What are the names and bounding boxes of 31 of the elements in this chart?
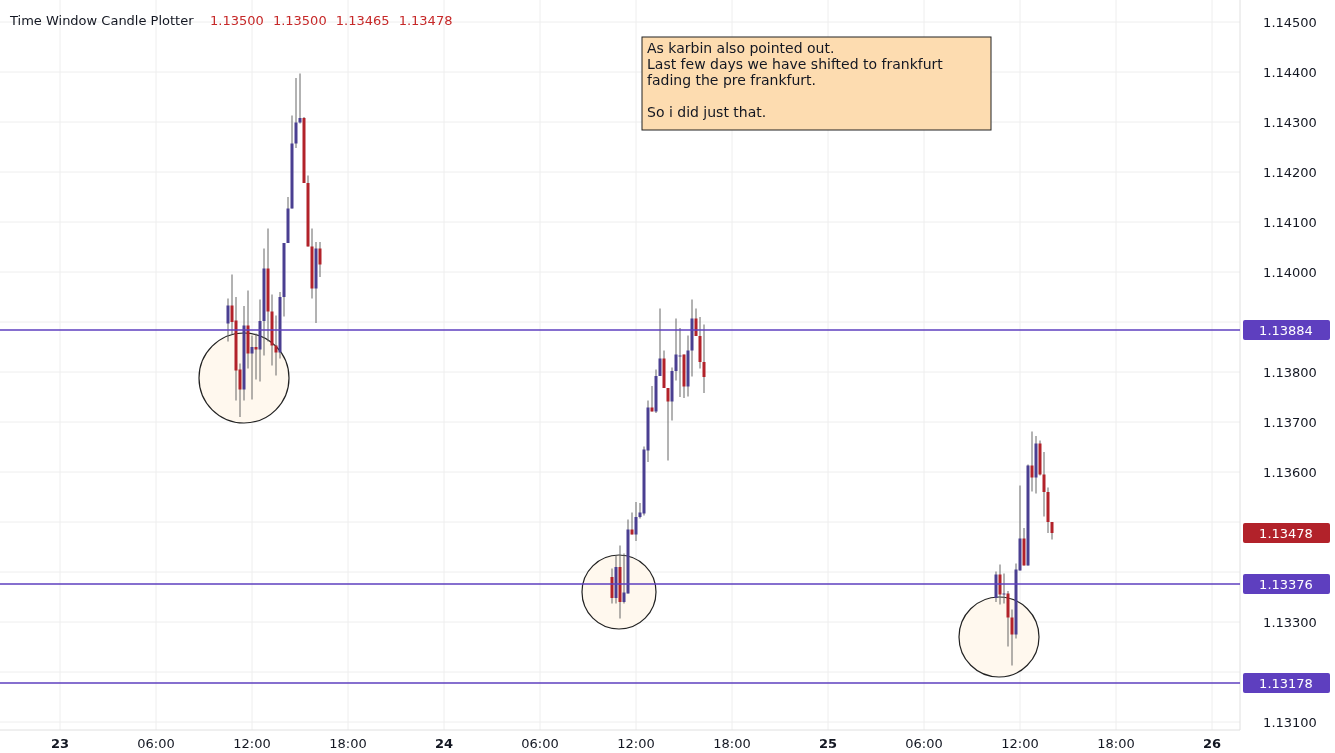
y-tick-label: 1.13300 — [1263, 615, 1317, 630]
y-tick-label: 1.13600 — [1263, 465, 1317, 480]
text: 1.13500 1.13500 1.13465 1.13478 — [210, 13, 453, 28]
x-tick-label: 06:00 — [521, 736, 559, 751]
ref-line-label: 1.13376 — [1259, 577, 1313, 592]
x-tick-label: 12:00 — [233, 736, 271, 751]
y-tick-label: 1.13700 — [1263, 415, 1317, 430]
x-tick-label: 18:00 — [329, 736, 367, 751]
ref-line-label: 1.13884 — [1259, 323, 1313, 338]
y-tick-label: 1.14300 — [1263, 115, 1317, 130]
y-tick-label: 1.14000 — [1263, 265, 1317, 280]
y-tick-label: 1.14200 — [1263, 165, 1317, 180]
text: 1.13478 — [1259, 526, 1313, 541]
x-tick-label: 06:00 — [137, 736, 175, 751]
ref-line-label: 1.13178 — [1259, 676, 1313, 691]
text: Time Window Candle Plotter — [9, 13, 195, 28]
x-tick-label: 24 — [434, 736, 454, 751]
annotation: As karbin also pointed out. Last few days we have shifted to frankfurt fading the pre frankfurt. So i did just that. — [647, 40, 944, 120]
x-tick-label: 18:00 — [1097, 736, 1135, 751]
y-tick-label: 1.14100 — [1263, 215, 1317, 230]
y-tick-label: 1.13100 — [1263, 715, 1317, 730]
x-tick-label: 23 — [50, 736, 70, 751]
x-tick-label: 25 — [818, 736, 838, 751]
x-tick-label: 12:00 — [1001, 736, 1039, 751]
y-tick-label: 1.14400 — [1263, 65, 1317, 80]
y-tick-label: 1.13800 — [1263, 365, 1317, 380]
x-tick-label: 12:00 — [617, 736, 655, 751]
x-tick-label: 18:00 — [713, 736, 751, 751]
y-tick-label: 1.14500 — [1263, 15, 1317, 30]
x-tick-label: 06:00 — [905, 736, 943, 751]
x-tick-label: 26 — [1202, 736, 1222, 751]
